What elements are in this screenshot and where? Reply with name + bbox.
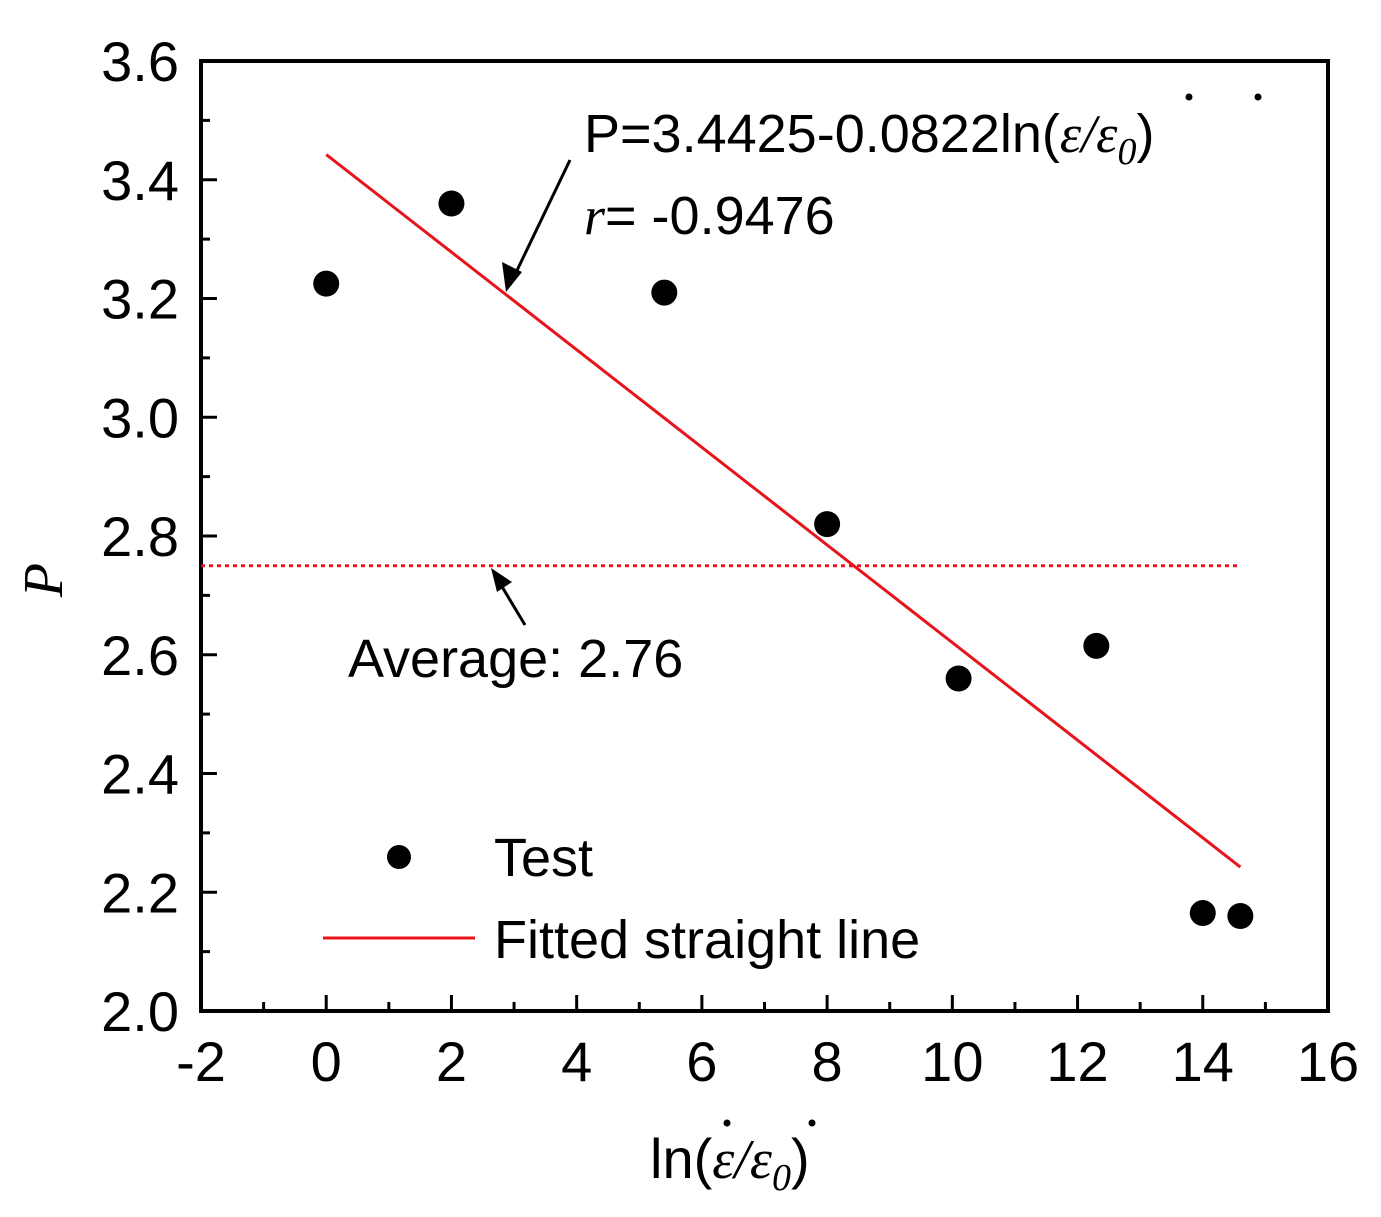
- equation-arrow-shaft: [508, 159, 572, 286]
- equation-dot-2: [1254, 93, 1262, 101]
- x-tick-label: 6: [686, 1030, 717, 1093]
- x-axis-title: ln(ε/ε0): [650, 1119, 816, 1199]
- y-tick-label: 2.2: [101, 861, 179, 924]
- x-tick-label: 14: [1172, 1030, 1234, 1093]
- equation-num: ε: [1060, 104, 1082, 164]
- svg-text:r= -0.9476: r= -0.9476: [584, 186, 835, 246]
- x-title-slash: /: [731, 1129, 754, 1191]
- y-tick-label: 2.0: [101, 980, 179, 1043]
- x-tick-label: 10: [921, 1030, 983, 1093]
- x-tick-label: 12: [1046, 1030, 1108, 1093]
- test-point: [438, 190, 465, 217]
- equation-slash: /: [1078, 104, 1101, 164]
- equation-suffix: ): [1136, 104, 1154, 164]
- x-tick-label: 0: [311, 1030, 342, 1093]
- svg-text:ln(ε/ε0): ln(ε/ε0): [650, 1127, 810, 1199]
- y-tick-label: 2.6: [101, 624, 179, 687]
- x-title-dot-1: [723, 1119, 731, 1127]
- test-point: [814, 511, 841, 538]
- x-title-num: ε: [712, 1129, 735, 1191]
- average-arrow-head: [491, 568, 512, 592]
- x-title-dot-2: [808, 1119, 816, 1127]
- x-title-sub: 0: [772, 1157, 791, 1199]
- series-layer: [201, 153, 1254, 929]
- legend-fit-label: Fitted straight line: [494, 910, 920, 970]
- legend-test-label: Test: [494, 828, 593, 888]
- equation-annotation: P=3.4425-0.0822ln(ε/ε0) r= -0.9476: [502, 93, 1262, 292]
- x-tick-label: 8: [812, 1030, 843, 1093]
- y-axis: 2.0 2.2 2.4 2.6 2.8 3.0 3.2 3.4 3.6: [101, 30, 217, 1043]
- test-point: [1189, 900, 1216, 927]
- r-value: = -0.9476: [605, 186, 835, 246]
- y-tick-label: 3.0: [101, 386, 179, 449]
- test-point: [313, 270, 340, 297]
- test-point: [1083, 632, 1110, 659]
- y-axis-title: P: [13, 563, 75, 598]
- x-tick-label: -2: [176, 1030, 226, 1093]
- x-axis: -2 0 2 4 6 8 10 12 14 16: [176, 995, 1359, 1093]
- svg-text:P=3.4425-0.0822ln(ε/ε0): P=3.4425-0.0822ln(ε/ε0): [584, 104, 1154, 173]
- test-point: [945, 665, 972, 692]
- average-annotation: Average: 2.76: [348, 568, 683, 689]
- fitted-line: [325, 153, 1242, 869]
- y-tick-label: 3.2: [101, 268, 179, 331]
- y-tick-label: 2.8: [101, 505, 179, 568]
- x-title-den: ε: [750, 1129, 773, 1191]
- test-point: [651, 279, 678, 306]
- equation-dot-1: [1185, 93, 1193, 101]
- x-tick-label: 16: [1297, 1030, 1359, 1093]
- equation-den: ε: [1096, 104, 1118, 164]
- y-tick-label: 3.6: [101, 30, 179, 93]
- legend-test-marker: [387, 845, 411, 869]
- y-tick-label: 2.4: [101, 743, 179, 806]
- x-title-prefix: ln(: [650, 1127, 713, 1190]
- average-label: Average: 2.76: [348, 629, 683, 689]
- x-tick-label: 4: [561, 1030, 592, 1093]
- x-tick-label: 2: [436, 1030, 467, 1093]
- equation-arrow-head: [502, 262, 522, 292]
- x-title-suffix: ): [791, 1127, 810, 1190]
- r-var: r: [584, 186, 606, 246]
- legend: Test Fitted straight line: [323, 828, 920, 970]
- y-tick-label: 3.4: [101, 149, 179, 212]
- equation-prefix: P=3.4425-0.0822ln(: [584, 104, 1060, 164]
- test-point: [1227, 903, 1254, 929]
- equation-sub: 0: [1117, 131, 1136, 173]
